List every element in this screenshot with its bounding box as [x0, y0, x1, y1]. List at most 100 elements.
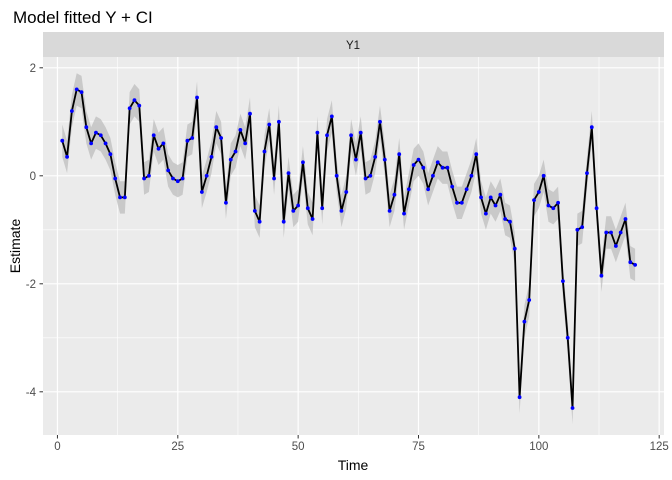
data-point: [79, 90, 84, 94]
data-point: [575, 227, 580, 232]
data-point: [493, 203, 498, 208]
data-point: [561, 279, 565, 283]
data-point: [421, 165, 426, 170]
data-point: [435, 160, 440, 165]
data-point: [122, 195, 127, 200]
data-point: [599, 273, 604, 278]
data-point: [431, 173, 435, 178]
data-point: [532, 198, 536, 203]
data-point: [426, 187, 431, 192]
y-axis-title: Estimate: [7, 219, 23, 274]
data-point: [483, 211, 488, 216]
data-point: [195, 95, 199, 100]
data-point: [233, 149, 238, 154]
data-point: [546, 203, 551, 208]
y-tick-label: -2: [26, 279, 36, 291]
data-point: [541, 173, 546, 178]
data-point: [474, 152, 479, 157]
x-tick-label: 125: [650, 441, 669, 453]
data-point: [199, 190, 204, 194]
data-point: [604, 230, 609, 235]
y-tick-label: 2: [30, 63, 36, 75]
data-point: [305, 206, 310, 211]
x-axis-ticks: 0 25 50 75 100 125: [54, 435, 669, 453]
data-point: [565, 335, 570, 340]
data-point: [113, 176, 118, 181]
x-tick-label: 75: [412, 441, 425, 453]
data-point: [127, 106, 132, 111]
data-point: [344, 190, 349, 194]
data-point: [585, 171, 589, 176]
data-point: [156, 146, 161, 151]
data-point: [65, 155, 69, 159]
x-tick-label: 0: [54, 441, 60, 453]
data-point: [84, 125, 89, 130]
data-point: [142, 176, 146, 181]
data-point: [594, 206, 599, 211]
data-point: [397, 152, 402, 157]
data-point: [276, 119, 281, 124]
facet-strip-label: Y1: [346, 40, 360, 52]
data-point: [416, 157, 421, 162]
data-point: [508, 219, 512, 224]
data-point: [325, 133, 329, 138]
data-point: [363, 176, 368, 181]
data-point: [89, 141, 94, 146]
data-point: [137, 103, 142, 108]
data-point: [272, 176, 276, 181]
data-point: [301, 160, 305, 165]
facet-strip: [43, 32, 664, 57]
x-axis-title: Time: [338, 457, 369, 473]
data-point: [166, 168, 171, 173]
data-point: [373, 155, 378, 159]
data-point: [190, 136, 195, 140]
data-point: [382, 157, 387, 162]
data-point: [69, 109, 74, 113]
data-point: [450, 184, 455, 189]
data-point: [488, 195, 493, 200]
data-point: [498, 192, 503, 197]
data-point: [580, 225, 585, 230]
data-point: [228, 157, 233, 162]
data-point: [464, 187, 469, 192]
data-point: [613, 244, 618, 248]
y-axis-ticks: -4 -2 0 2: [26, 63, 43, 399]
x-tick-label: 25: [171, 441, 184, 453]
data-point: [238, 127, 243, 132]
data-point: [329, 114, 334, 119]
data-point: [310, 217, 315, 221]
data-point: [402, 211, 406, 216]
data-point: [517, 395, 522, 400]
x-tick-label: 50: [292, 441, 305, 453]
data-point: [479, 195, 483, 200]
data-point: [469, 173, 474, 178]
data-point: [536, 190, 541, 194]
data-point: [103, 141, 108, 146]
data-point: [445, 165, 450, 170]
data-point: [248, 111, 252, 116]
data-point: [94, 130, 98, 135]
data-point: [392, 192, 397, 197]
data-point: [214, 125, 219, 130]
data-point: [291, 209, 296, 213]
data-point: [180, 176, 185, 181]
data-point: [411, 163, 416, 167]
y-tick-label: -4: [26, 387, 37, 399]
data-point: [161, 141, 166, 146]
y-tick-label: 0: [30, 171, 36, 183]
data-point: [60, 138, 65, 143]
data-point: [522, 319, 527, 324]
data-point: [118, 195, 122, 200]
data-point: [74, 87, 79, 92]
data-point: [209, 155, 214, 159]
data-point: [98, 133, 103, 138]
data-point: [334, 173, 339, 178]
data-point: [315, 130, 320, 135]
x-tick-label: 100: [529, 441, 548, 453]
data-point: [503, 217, 508, 221]
data-point: [368, 173, 373, 178]
data-point: [628, 260, 633, 265]
major-gridlines: [43, 57, 664, 435]
data-point: [219, 136, 224, 140]
chart-title: Model fitted Y + CI: [13, 8, 153, 27]
